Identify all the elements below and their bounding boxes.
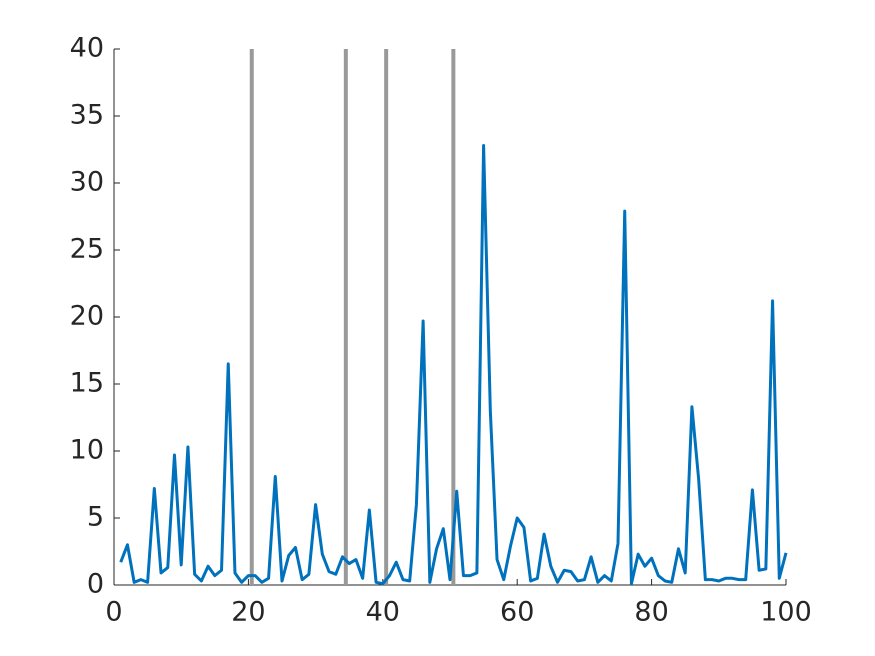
y-tick-label: 35 — [70, 100, 104, 131]
x-tick-label: 0 — [105, 597, 122, 628]
x-tick-label: 40 — [366, 597, 400, 628]
data-line — [119, 143, 788, 586]
y-tick-label: 10 — [70, 435, 104, 466]
y-tick-label: 15 — [70, 368, 104, 399]
y-tick-label: 30 — [70, 167, 104, 198]
x-tick-label: 80 — [634, 597, 668, 628]
y-tick-label: 5 — [87, 502, 104, 533]
y-tick-label: 25 — [70, 234, 104, 265]
y-tick-label: 20 — [70, 301, 104, 332]
x-tick-label: 100 — [760, 597, 812, 628]
x-tick-label: 20 — [231, 597, 265, 628]
y-tick-label: 40 — [70, 33, 104, 64]
x-tick-label: 60 — [500, 597, 534, 628]
y-tick-label: 0 — [87, 569, 104, 600]
